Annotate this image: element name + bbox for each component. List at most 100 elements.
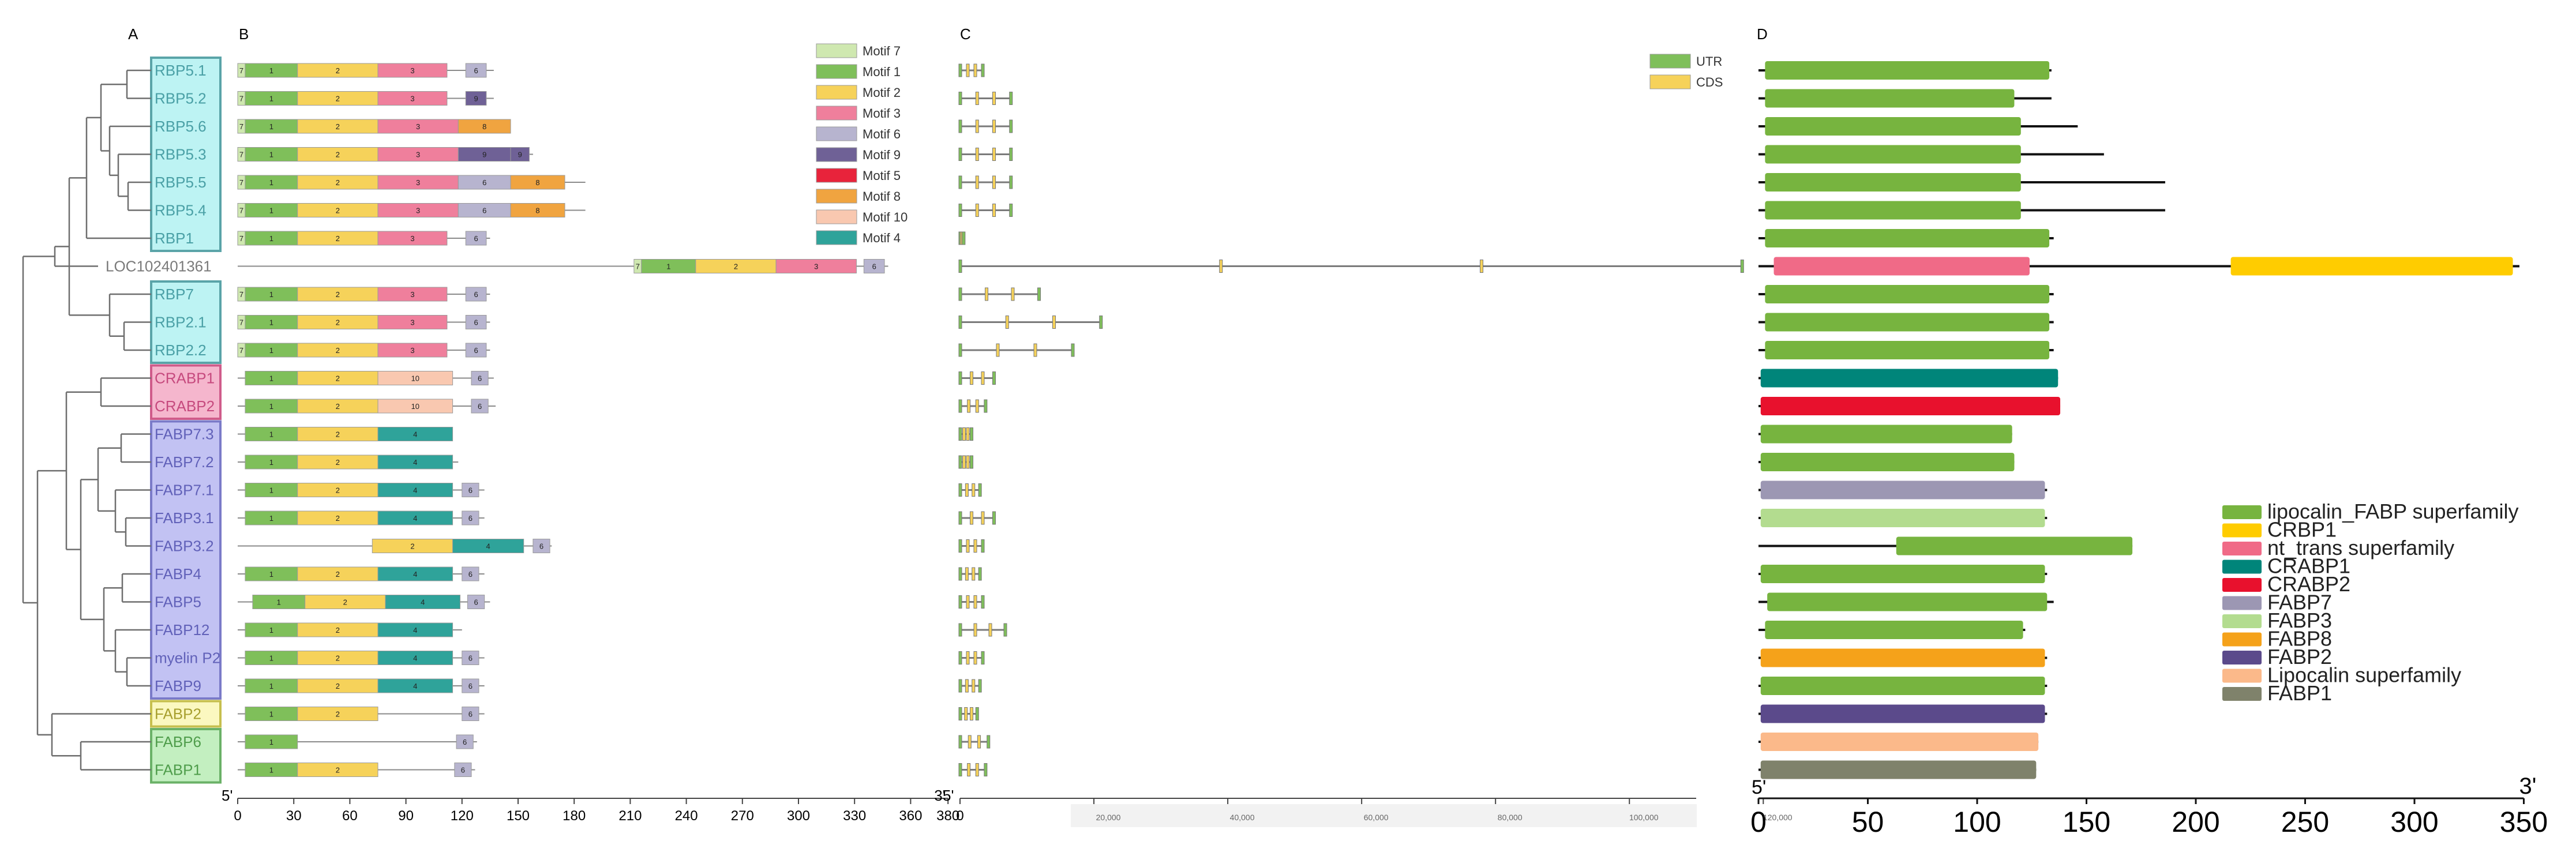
domain-box-fabp7: [1760, 480, 2045, 500]
motif-box-label: 2: [336, 290, 340, 299]
gene-exon: [966, 455, 970, 469]
motif-box-label: 6: [482, 207, 486, 215]
motif-box-6: [465, 287, 487, 302]
motif-axis-tick-label: 150: [507, 808, 530, 824]
gene-exon: [967, 763, 971, 776]
motif-box-label: 2: [336, 178, 340, 187]
motif-box-label: 9: [518, 151, 522, 159]
gene-exon: [1099, 316, 1103, 329]
domain-axis-tick-label: 350: [2500, 806, 2548, 838]
gene-exon: [958, 371, 962, 385]
motif-box-label: 2: [336, 570, 340, 579]
domain-legend-swatch-lipocalin-fabp-superfamily: [2222, 505, 2262, 519]
motif-legend-swatch-motif-2: [816, 85, 857, 100]
gene-exon: [958, 707, 962, 720]
motif-box-label: 7: [239, 66, 243, 75]
domain-legend-label-nt-trans-superfamily: nt_trans superfamily: [2267, 536, 2454, 560]
domain-legend-swatch-crabp2: [2222, 578, 2262, 592]
motif-box-label: 7: [239, 178, 243, 187]
gene-exon: [972, 567, 976, 581]
gene-exon: [975, 175, 979, 189]
motif-box-label: 3: [410, 66, 414, 75]
motif-box-1: [245, 427, 298, 441]
gene-exon: [978, 679, 982, 693]
motif-box-2: [297, 203, 378, 217]
tree-branch: [114, 489, 151, 533]
gene-exon: [1033, 343, 1037, 357]
motif-box-1: [252, 595, 306, 609]
motif-axis-tick-label: 360: [899, 808, 922, 824]
motif-legend-label-motif-6: Motif 6: [863, 127, 901, 141]
gene-exon: [958, 511, 962, 525]
gene-exon: [966, 427, 970, 441]
motif-box-2: [297, 678, 378, 693]
motif-box-label: 6: [468, 486, 473, 495]
motif-box-label: 3: [416, 207, 420, 215]
gene-exon: [973, 539, 977, 553]
motif-box-3: [377, 287, 448, 302]
motif-box-4: [377, 622, 453, 637]
domain-box-lipocalin-fabp-superfamily: [1765, 89, 2015, 108]
gene-exon: [1003, 623, 1007, 637]
clade-box-purple: [150, 420, 222, 700]
motif-box-label: 7: [636, 262, 640, 271]
gene-exon: [992, 175, 996, 189]
domain-box-crbp1: [2230, 257, 2513, 276]
motif-legend-swatch-motif-1: [816, 64, 857, 79]
gene-exon: [966, 595, 970, 609]
motif-box-4: [377, 510, 453, 525]
domain-box-lipocalin-fabp-superfamily: [1765, 173, 2021, 192]
domain-box-lipocalin-fabp-superfamily: [1765, 313, 2050, 332]
gene-exon: [958, 175, 962, 189]
motif-box-label: 1: [269, 710, 273, 719]
motif-box-label: 2: [336, 95, 340, 103]
motif-box-6: [462, 678, 479, 693]
gene-exon: [992, 148, 996, 161]
motif-box-label: 2: [336, 626, 340, 635]
motif-box-6: [471, 371, 489, 385]
motif-box-1: [641, 259, 696, 273]
domain-box-fabp1: [1760, 760, 2037, 779]
motif-box-label: 8: [482, 122, 486, 131]
motif-box-label: 1: [269, 95, 273, 103]
motif-box-4: [377, 455, 453, 470]
motif-box-6: [462, 566, 479, 581]
motif-box-label: 2: [336, 514, 340, 523]
tree-branch: [54, 246, 69, 267]
motif-box-1: [245, 63, 298, 78]
gene-exon: [981, 651, 985, 664]
motif-box-label: 3: [814, 262, 818, 271]
motif-box-label: 4: [413, 514, 417, 523]
tree-branch: [125, 517, 151, 547]
motif-box-label: 2: [336, 458, 340, 467]
motif-axis-5prime: 5': [222, 787, 233, 804]
gene-label-rbp5-6: RBP5.6: [155, 118, 207, 135]
domain-axis-tick-label: 200: [2172, 806, 2219, 838]
gene-exon: [958, 92, 962, 105]
domain-axis-tick-label: 300: [2390, 806, 2438, 838]
motif-box-4: [377, 483, 453, 497]
tree-branch: [123, 321, 151, 351]
motif-box-label: 6: [474, 598, 478, 607]
motif-box-9: [458, 147, 511, 162]
gene-exon: [988, 623, 992, 637]
gene-exon: [958, 204, 962, 217]
motif-box-label: 1: [269, 318, 273, 327]
gene-axis-tick-label: 20,000: [1096, 813, 1121, 822]
domain-box-lipocalin-fabp-superfamily: [1765, 229, 2050, 247]
gene-exon: [1740, 260, 1744, 273]
motif-box-label: 1: [269, 766, 273, 775]
motif-box-label: 1: [269, 486, 273, 495]
motif-box-1: [245, 566, 298, 581]
gene-label-fabp7-3: FABP7.3: [155, 426, 214, 443]
tree-branch: [114, 629, 151, 673]
domain-legend-swatch-fabp3: [2222, 614, 2262, 628]
gene-structure-tracks: [958, 63, 1744, 776]
tree-branch: [80, 479, 104, 621]
domain-box-lipocalin-fabp-superfamily: [1896, 536, 2133, 555]
gene-exon: [1009, 148, 1013, 161]
gene-exon: [973, 595, 977, 609]
motif-box-3: [377, 343, 448, 358]
tree-branch: [22, 256, 55, 604]
motif-box-4: [377, 427, 453, 441]
